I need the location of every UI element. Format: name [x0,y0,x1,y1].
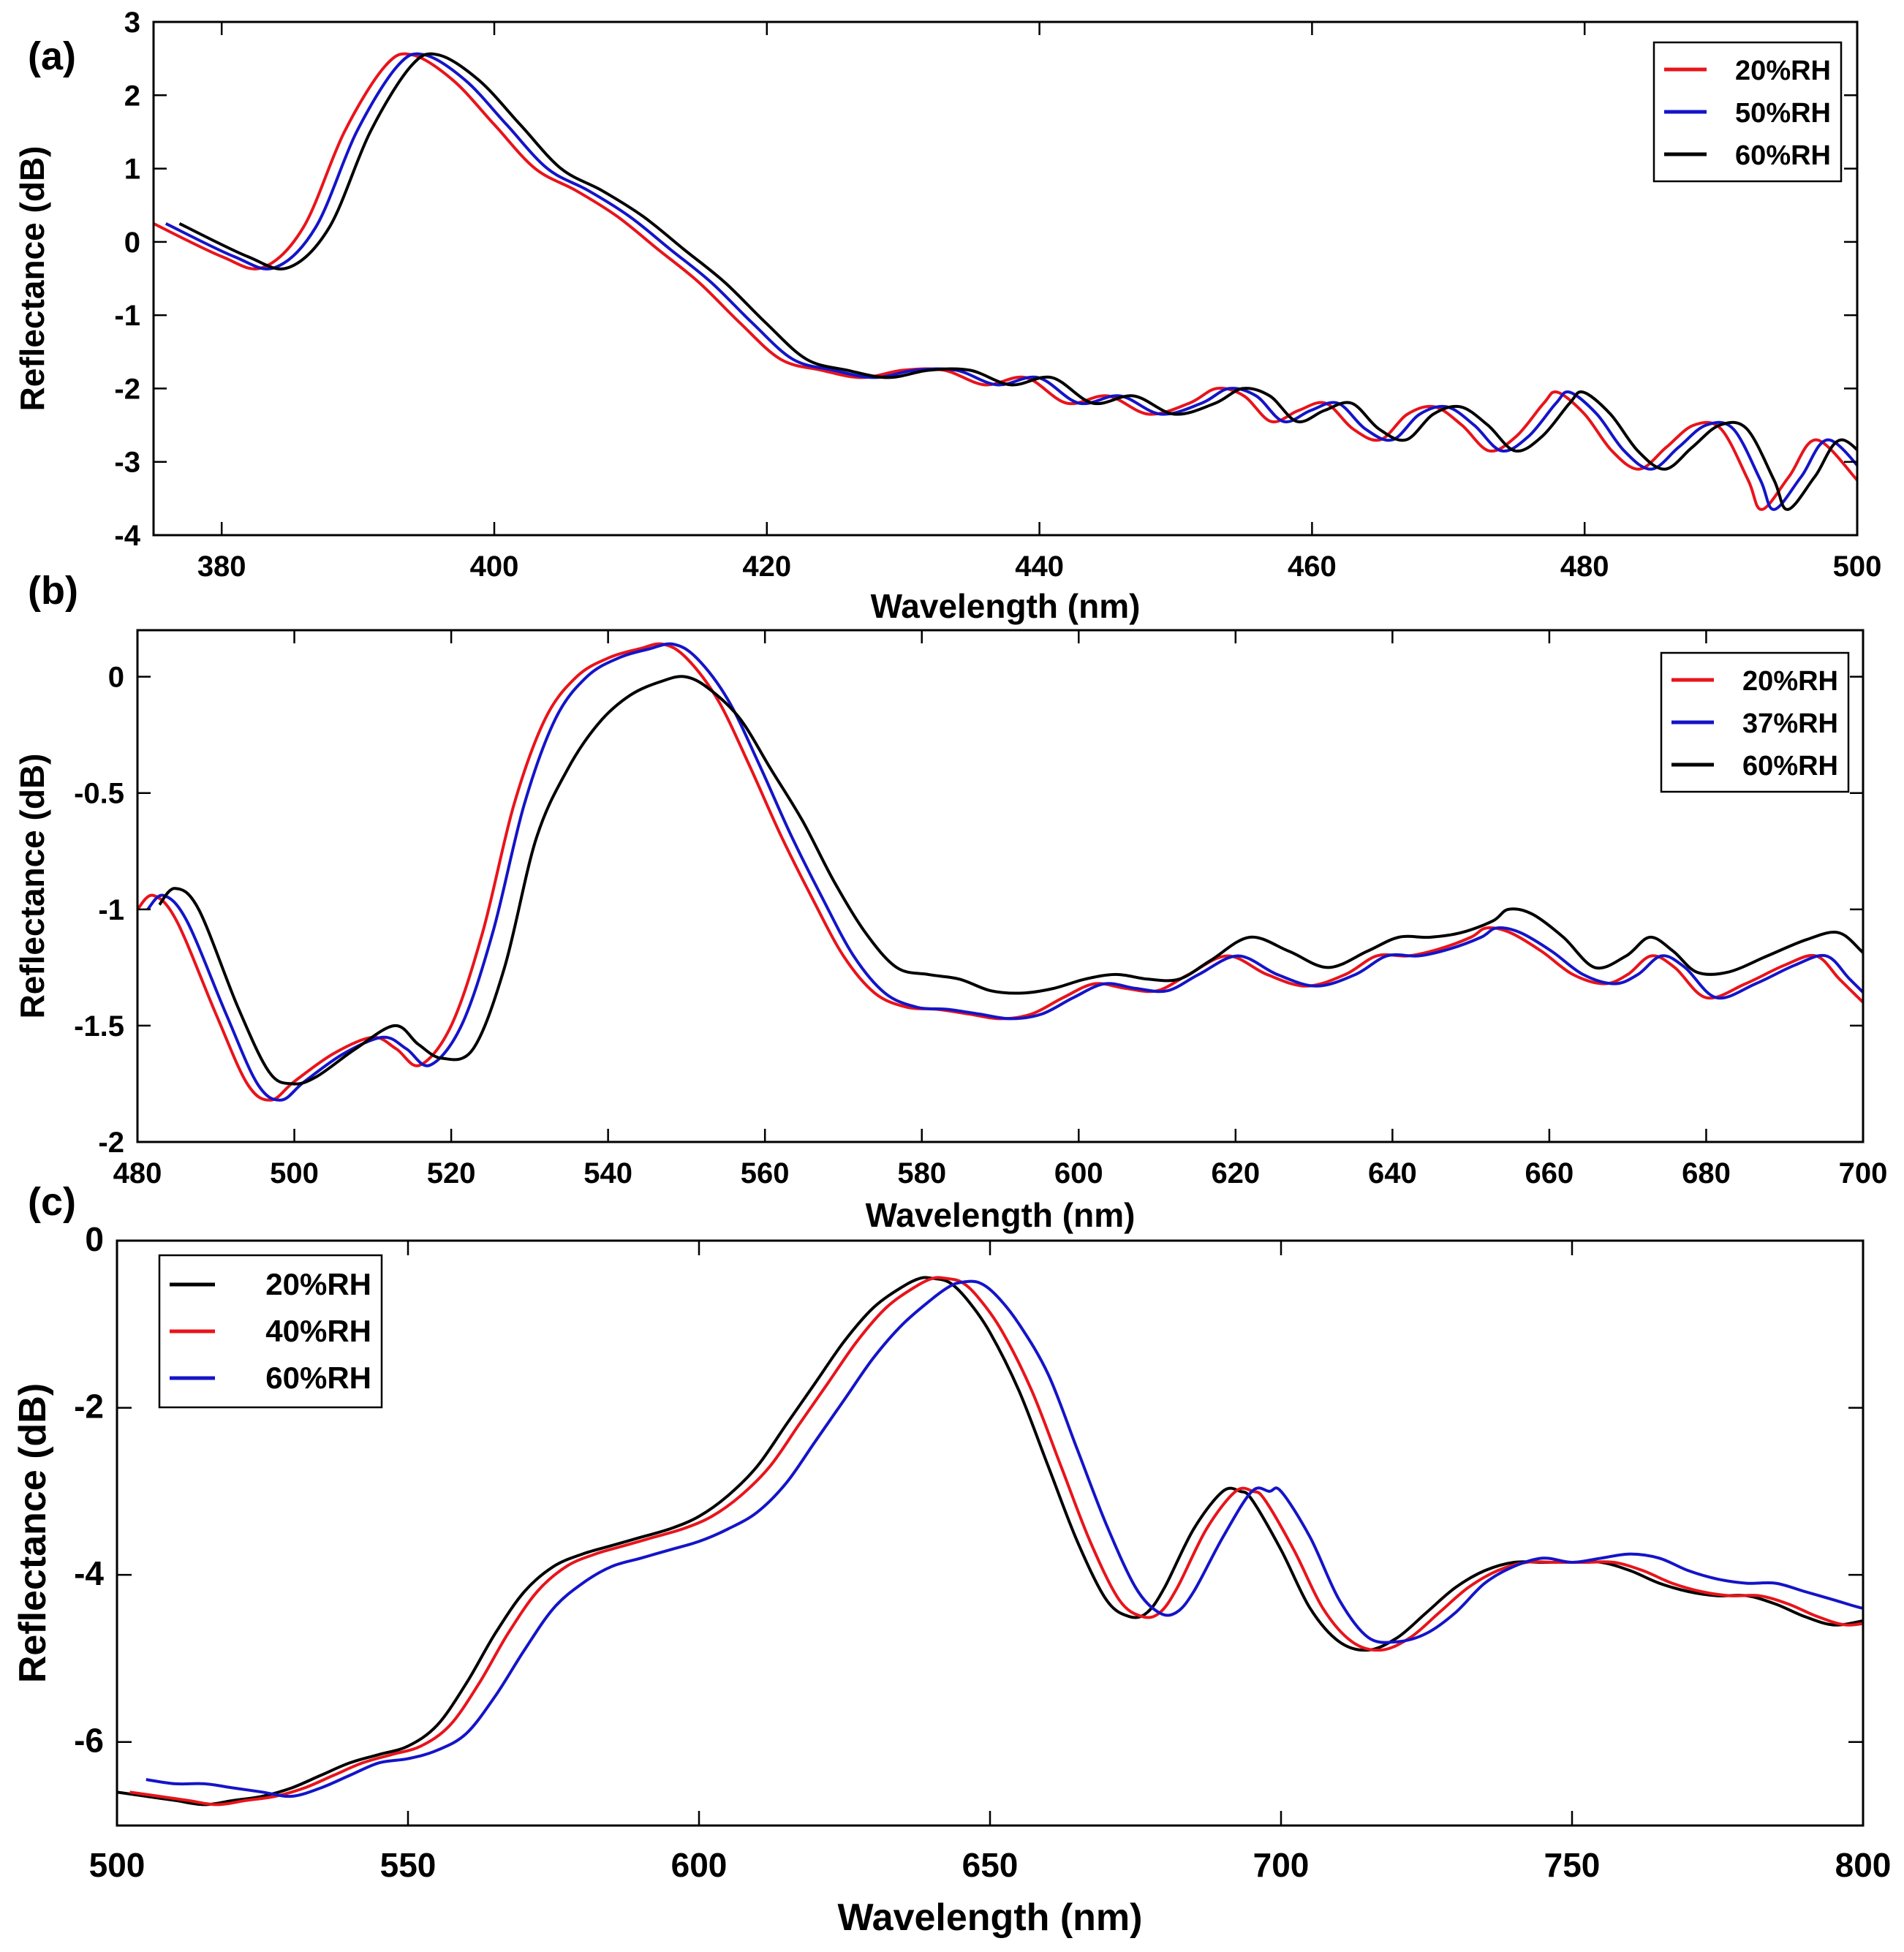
y-axis-label: Reflectance (dB) [13,754,51,1019]
y-tick-label: 2 [124,80,140,112]
x-axis-label: Wavelength (nm) [838,1896,1143,1939]
x-tick-label: 800 [1835,1846,1892,1884]
x-tick-label: 520 [427,1157,476,1189]
y-axis-label: Reflectance (dB) [13,146,51,412]
axes-frame [136,629,1865,1143]
y-tick-label: -4 [114,520,140,552]
x-axis-label: Wavelength (nm) [871,587,1141,625]
x-tick-label: 550 [380,1846,437,1884]
series-line-37pct-rh [146,642,1863,1102]
y-tick-label: -2 [114,373,140,405]
y-tick-label: -1.5 [74,1010,124,1043]
x-tick-label: 480 [113,1157,162,1189]
x-tick-label: 500 [270,1157,319,1189]
legend-entry: 20%RH [265,1267,371,1301]
y-axis-label: Reflectance (dB) [12,1383,54,1683]
y-tick-label: -6 [74,1722,104,1760]
x-tick-label: 620 [1211,1157,1260,1189]
x-tick-label: 500 [1833,551,1882,583]
x-tick-label: 400 [470,551,519,583]
legend-entry: 60%RH [265,1361,371,1395]
x-tick-label: 700 [1253,1846,1310,1884]
x-tick-label: 580 [897,1157,946,1189]
series-line-60pct-rh [178,52,1857,511]
x-tick-label: 680 [1682,1157,1731,1189]
chart-panel-b: (b) 480 500 520 540 560 580 600 620 640 660 680 700 -… [13,569,1887,1234]
x-tick-label: 700 [1839,1157,1888,1189]
y-tick-label: -4 [74,1554,104,1592]
y-tick-label: 0 [85,1220,104,1258]
y-tick-label: -2 [98,1127,124,1159]
x-tick-label: 460 [1288,551,1337,583]
x-tick-label: 420 [742,551,791,583]
panel-label: (a) [28,34,76,78]
y-tick-label: -3 [114,447,140,479]
x-tick-label: 640 [1368,1157,1417,1189]
axes-frame [152,20,1859,537]
y-tick-label: 0 [124,227,140,259]
series-line-20pct-rh [137,642,1863,1102]
y-tick-label: 3 [124,7,140,39]
legend-entry: 50%RH [1735,98,1831,129]
x-tick-label: 600 [671,1846,728,1884]
y-tick-label: -2 [74,1388,104,1426]
x-tick-label: 540 [583,1157,632,1189]
legend-entry: 20%RH [1742,666,1838,697]
legend-entry: 20%RH [1735,56,1831,86]
x-axis-label: Wavelength (nm) [866,1196,1136,1234]
x-tick-label: 480 [1560,551,1609,583]
legend: 20%RH 40%RH 60%RH [158,1254,383,1409]
y-tick-label: -1 [98,894,124,926]
chart-panel-a: (a) 380 400 420 440 460 480 500 -4 -3 -2 -1 0 1 2 3 Wave… [13,7,1882,625]
y-tick-label: -0.5 [74,778,124,810]
legend: 20%RH 37%RH 60%RH [1660,651,1850,793]
series-line-60pct-rh [158,675,1863,1086]
panel-label: (c) [28,1180,76,1224]
panel-label: (b) [28,569,78,613]
x-tick-label: 750 [1544,1846,1601,1884]
y-tick-label: 0 [108,662,124,694]
y-tick-label: 1 [124,154,140,186]
legend-entry: 37%RH [1742,708,1838,739]
x-tick-label: 600 [1054,1157,1103,1189]
y-tick-label: -1 [114,300,140,332]
legend-entry: 60%RH [1735,140,1831,171]
x-tick-label: 440 [1015,551,1064,583]
legend: 20%RH 50%RH 60%RH [1652,41,1843,183]
legend-entry: 40%RH [265,1314,371,1348]
legend-entry: 60%RH [1742,751,1838,782]
series-line-60pct-rh [146,1279,1863,1798]
x-tick-label: 380 [197,551,246,583]
x-tick-label: 650 [962,1846,1019,1884]
x-tick-label: 560 [741,1157,790,1189]
chart-panel-c: (c) 500 550 600 650 700 750 800 -6 -4 -2 0 Wavelengt… [12,1180,1892,1939]
x-tick-label: 660 [1525,1157,1574,1189]
series-line-50pct-rh [165,52,1857,511]
series-line-40pct-rh [129,1276,1863,1807]
series-line-20pct-rh [154,52,1857,511]
x-tick-label: 500 [89,1846,146,1884]
